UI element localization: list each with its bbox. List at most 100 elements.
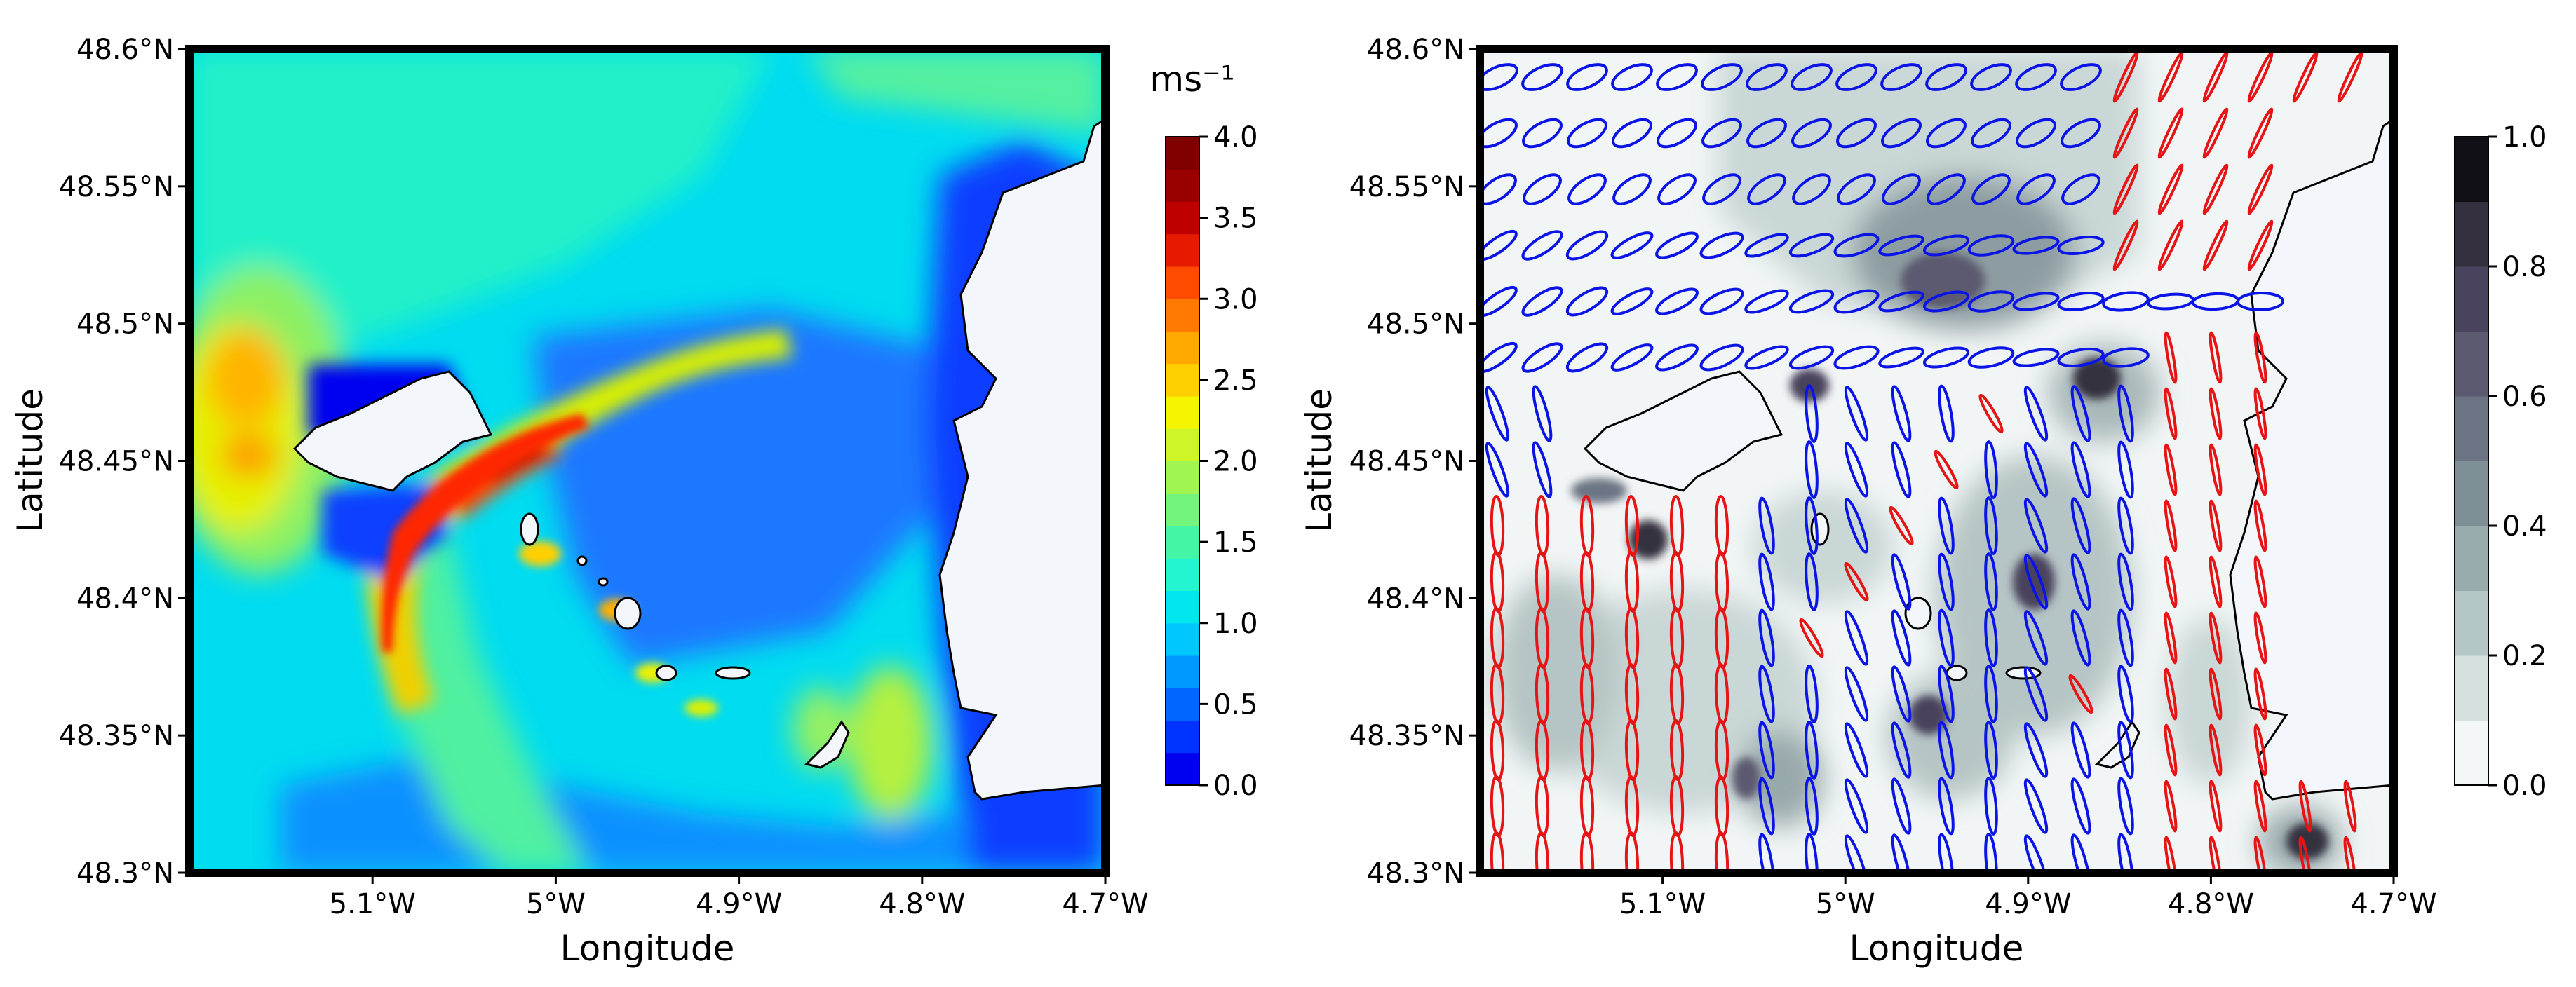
tidal-ellipse [1889, 505, 1914, 546]
left-colorbar-segment [1166, 266, 1199, 299]
tidal-ellipse [1880, 63, 1922, 91]
tidal-ellipse [2202, 107, 2229, 159]
tidal-ellipse [2164, 499, 2178, 552]
tidal-ellipse [1610, 343, 1654, 372]
right-y-tick-label: 48.55°N [1349, 171, 1464, 203]
tidal-ellipse [2298, 780, 2312, 833]
left-x-tick-label: 5°W [526, 888, 586, 920]
right-mainland-land [2229, 118, 2394, 801]
tidal-ellipse [1758, 608, 1775, 667]
left-x-axis-title: Longitude [560, 928, 735, 969]
tidal-ellipse [1833, 233, 1880, 258]
left-colorbar-segment [1166, 493, 1199, 526]
tidal-ellipse [1891, 721, 1912, 779]
tidal-ellipse [2061, 173, 2100, 205]
tidal-ellipse [2070, 385, 2091, 442]
tidal-ellipse [1927, 173, 1966, 205]
tidal-ellipse [2070, 441, 2091, 498]
tidal-ellipse [2209, 723, 2223, 777]
tidal-ellipse [1967, 234, 2015, 257]
left-colorbar-segment [1166, 752, 1199, 786]
left-speed-field [189, 49, 1105, 873]
right-x-axis-title: Longitude [1849, 928, 2024, 969]
left-y-tick-label: 48.5°N [76, 308, 174, 341]
left-colorbar-tick-label: 0.0 [1213, 770, 1258, 802]
tidal-ellipse [1624, 831, 1640, 873]
tidal-ellipse [1844, 386, 1869, 442]
tidal-ellipse [1844, 722, 1869, 778]
tidal-ellipse [1984, 552, 1998, 611]
right-colorbar-segment [2455, 331, 2488, 397]
left-colorbar-segment [1166, 331, 1199, 365]
right-colorbar-tick-label: 1.0 [2502, 121, 2547, 154]
tidal-ellipse [1882, 173, 1921, 205]
tidal-ellipse [1805, 552, 1819, 611]
tidal-ellipse [1567, 118, 1607, 149]
right-colorbar-segment [2455, 461, 2488, 526]
tidal-ellipse [2070, 721, 2091, 779]
tidal-ellipse [1521, 286, 1563, 317]
tidal-ellipse [1835, 63, 1877, 91]
tidal-ellipse [1485, 386, 1510, 442]
right-colorbar-segment [2455, 655, 2488, 721]
tidal-ellipse [1984, 440, 1998, 499]
left-x-tick-label: 4.7°W [1062, 888, 1148, 920]
left-colorbar-segment [1166, 233, 1199, 267]
tidal-ellipse [1656, 63, 1698, 91]
left-colorbar-segment [1166, 590, 1199, 624]
tidal-ellipse [1532, 385, 1553, 442]
tidal-ellipse [1891, 665, 1912, 723]
tidal-ellipse [1984, 777, 1998, 836]
tidal-ellipse [1611, 63, 1653, 91]
tidal-ellipse [2253, 331, 2267, 384]
right-y-tick-label: 48.5°N [1367, 308, 1464, 341]
tidal-ellipse [1702, 173, 1741, 205]
tidal-ellipse [1612, 173, 1652, 205]
tidal-ellipse [2023, 498, 2049, 554]
tidal-ellipse [2253, 555, 2267, 608]
tidal-ellipse [1610, 231, 1654, 259]
tidal-ellipse [2117, 440, 2134, 499]
tidal-ellipse [1970, 63, 2012, 91]
right-y-tick-label: 48.4°N [1367, 583, 1464, 615]
left-colorbar-tick-label: 1.5 [1213, 526, 1258, 559]
left-y-tick-label: 48.3°N [76, 857, 174, 890]
tidal-ellipse [1699, 231, 1744, 259]
tidal-ellipse [2209, 836, 2223, 873]
tidal-ellipse [1747, 173, 1786, 205]
tidal-ellipse [1844, 834, 1869, 873]
tidal-ellipse [1805, 496, 1819, 555]
tidal-ellipse [1925, 63, 1967, 91]
tidal-ellipse [1788, 345, 1835, 370]
left-y-tick-label: 48.45°N [59, 446, 174, 478]
tidal-ellipse [1480, 63, 1518, 91]
tidal-ellipse [1938, 665, 1955, 723]
tidal-ellipse [1984, 665, 1998, 723]
left-y-tick-label: 48.55°N [59, 171, 174, 203]
tidal-ellipse [1984, 496, 1998, 555]
tidal-ellipse [2012, 236, 2060, 255]
tidal-ellipse [1480, 118, 1518, 149]
tidal-ellipse [2016, 118, 2056, 149]
tidal-ellipse [2070, 609, 2091, 667]
left-colorbar: 0.0 0.5 1.0 1.5 2.0 2.5 3.0 3.5 4.0 [1165, 121, 1258, 802]
left-y-tick-label: 48.35°N [59, 720, 174, 752]
left-x-tick-label: 4.8°W [879, 888, 965, 920]
tidal-ellipse [2157, 107, 2184, 159]
tidal-ellipse [2112, 163, 2139, 215]
right-colorbar-tick-label: 0.2 [2502, 640, 2547, 672]
tidal-ellipse [2023, 722, 2049, 778]
tidal-ellipse [1521, 63, 1563, 91]
tidal-ellipse [1891, 833, 1912, 873]
tidal-ellipse [2298, 836, 2312, 873]
tidal-ellipse [1610, 287, 1654, 315]
tidal-ellipse [2070, 497, 2091, 554]
left-colorbar-tick-label: 4.0 [1213, 121, 1258, 154]
left-colorbar-segment [1166, 363, 1199, 397]
tidal-ellipse [2209, 667, 2223, 721]
tidal-ellipse [1657, 173, 1697, 205]
left-small-islands [520, 512, 850, 769]
left-y-tick-group: 48.3°N 48.35°N 48.4°N 48.45°N 48.5°N 48.55°N 4… [59, 34, 189, 890]
tidal-ellipse [2247, 163, 2274, 215]
tidal-ellipse [1612, 118, 1652, 149]
